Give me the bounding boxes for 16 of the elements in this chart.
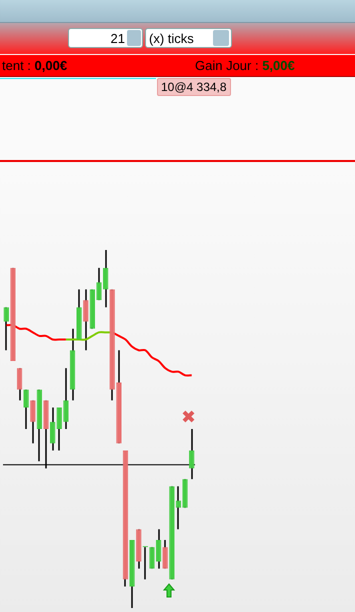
dropdown-field: (x) ticks [145, 28, 232, 48]
candlestick [4, 306, 9, 351]
candlestick [63, 367, 69, 430]
text: 10@4 334,8 [161, 80, 227, 94]
candlestick [56, 406, 62, 452]
candlestick [162, 539, 168, 570]
text: 0,00€ [34, 58, 68, 73]
text: tent : [2, 58, 32, 73]
candlestick [30, 400, 36, 444]
candlestick [16, 367, 22, 402]
candlestick [24, 388, 29, 430]
text: Gain Jour : [195, 58, 260, 73]
number-field: 21 [68, 28, 143, 48]
text: 5,00€ [262, 58, 295, 73]
candlestick [50, 406, 56, 452]
candlestick [83, 288, 88, 351]
